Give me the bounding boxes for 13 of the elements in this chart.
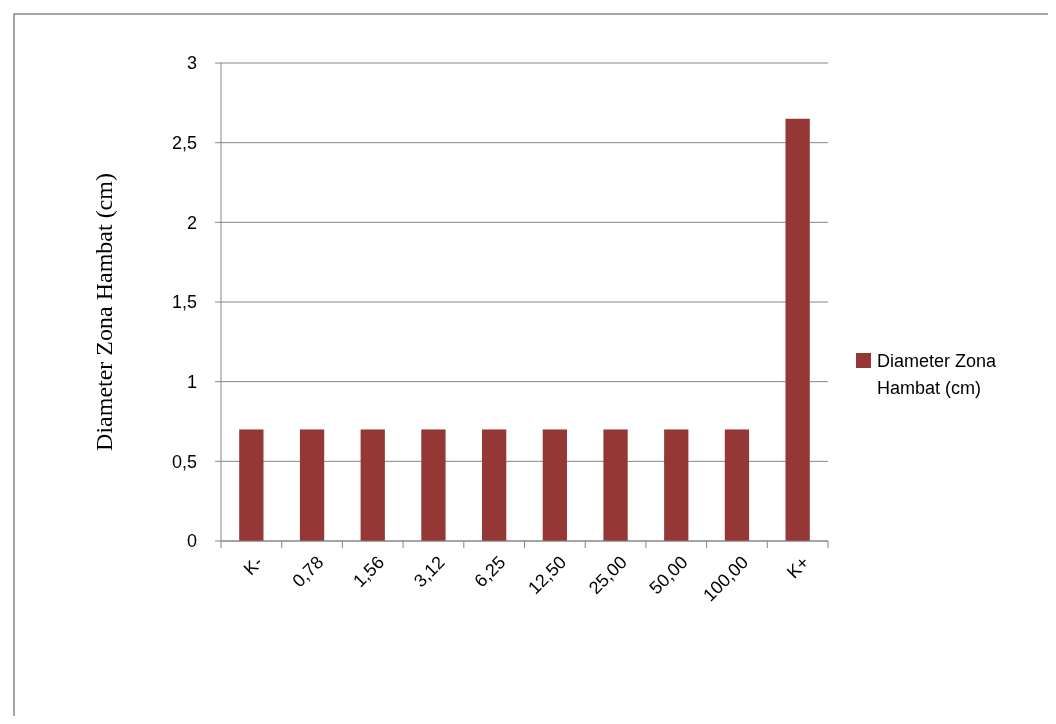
legend-label: Diameter Zona Hambat (cm)	[877, 351, 998, 399]
y-tick-label: 2	[186, 212, 197, 233]
y-tick-label: 1,5	[171, 292, 197, 313]
x-tick-label: 0,78	[288, 552, 328, 592]
y-tick-label: 0	[186, 531, 197, 552]
y-tick-label: 2,5	[171, 132, 197, 153]
x-tick-label: 6,25	[470, 552, 510, 592]
y-tick-label: 0,5	[171, 451, 197, 472]
x-tick-label: K+	[782, 552, 813, 583]
y-axis-title: Diameter Zona Hambat (cm)	[91, 173, 117, 451]
x-tick-label: K-	[239, 552, 267, 580]
y-tick-label: 3	[186, 53, 197, 74]
y-tick-label: 1	[186, 371, 197, 392]
